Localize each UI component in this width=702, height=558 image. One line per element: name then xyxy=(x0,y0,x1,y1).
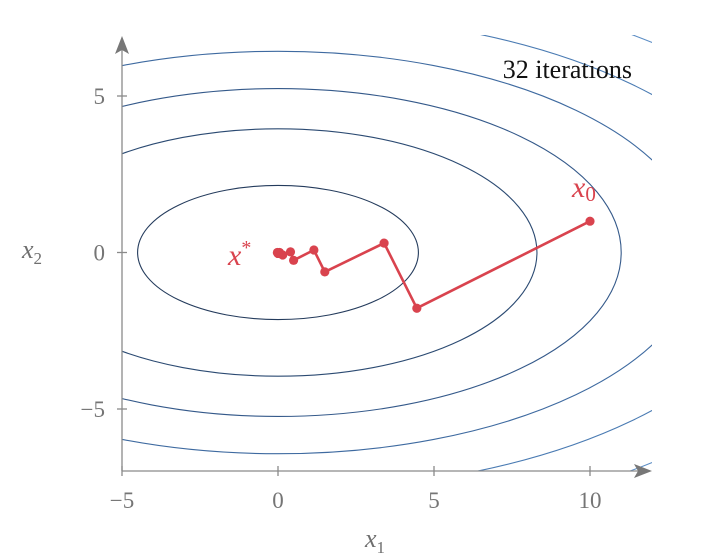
x-axis xyxy=(122,464,652,478)
x-tick-label: −5 xyxy=(110,488,134,513)
y-axis-arrow xyxy=(115,36,129,54)
path-point xyxy=(412,303,422,313)
path-point xyxy=(285,247,296,257)
x-axis-title: x1 xyxy=(364,524,385,557)
x-axis-title-sub: 1 xyxy=(377,538,386,557)
start-point-label-main: x xyxy=(571,171,586,204)
path-point xyxy=(320,267,330,277)
contour-line-3 xyxy=(122,88,622,417)
optimum-label-sup: * xyxy=(241,237,251,259)
y-tick-label: −5 xyxy=(81,397,105,422)
y-axis-title-main: x xyxy=(21,235,34,264)
y-axis-title-sub: 2 xyxy=(34,249,43,268)
optimum-label-main: x xyxy=(227,239,242,272)
path-point xyxy=(309,245,319,255)
contour-line-5 xyxy=(475,35,652,471)
x-tick-label: 5 xyxy=(428,488,440,513)
optimum-label: x* xyxy=(227,237,251,272)
contour-line-4 xyxy=(122,50,652,455)
y-tick-label: 0 xyxy=(94,241,106,266)
y-axis xyxy=(115,36,129,471)
axis-ticks: −5 0 5 10 −5 0 5 xyxy=(81,84,602,513)
x-tick-label: 10 xyxy=(579,488,602,513)
y-tick-label: 5 xyxy=(94,84,106,109)
iterations-annotation: 32 iterations xyxy=(503,55,632,84)
x-tick-label: 0 xyxy=(272,488,284,513)
path-point xyxy=(272,247,282,258)
path-point xyxy=(379,238,389,248)
path-line xyxy=(276,220,591,310)
optimization-path xyxy=(272,216,595,313)
contour-line-1 xyxy=(137,184,419,321)
y-axis-title: x2 xyxy=(21,235,42,268)
start-point-label-sub: 0 xyxy=(585,182,596,206)
x-axis-title-main: x xyxy=(364,524,377,553)
contour-line-2 xyxy=(122,128,538,377)
path-point xyxy=(289,255,299,265)
start-point-label: x0 xyxy=(571,171,596,206)
x-axis-arrow xyxy=(634,464,652,478)
path-point xyxy=(585,216,595,226)
